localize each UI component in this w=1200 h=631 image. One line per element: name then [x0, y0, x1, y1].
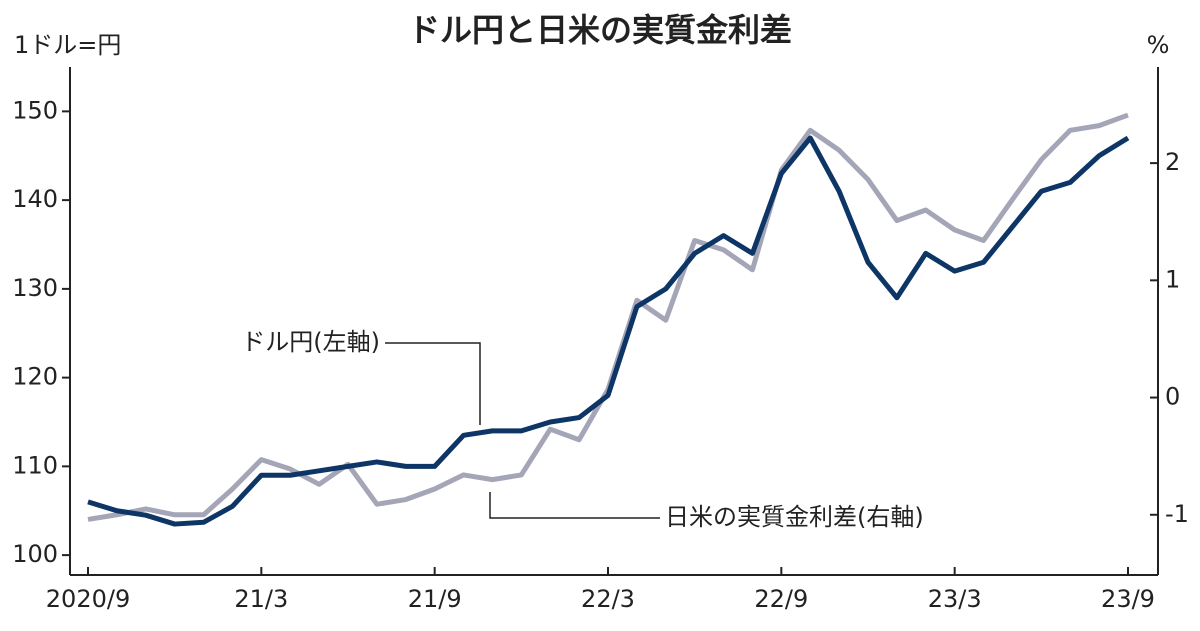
- chart-title: ドル円と日米の実質金利差: [408, 11, 792, 49]
- leader-line: [385, 342, 481, 425]
- y-tick-label: 130: [12, 274, 58, 302]
- y2-tick-label: 2: [1165, 148, 1180, 176]
- series-line: [87, 112, 1129, 522]
- x-tick-label: 21/9: [408, 585, 462, 613]
- series-annotation: ドル円(左軸): [241, 328, 380, 356]
- y2-axis-label: %: [1147, 31, 1170, 59]
- y-tick-label: 120: [12, 363, 58, 391]
- y-tick-label: 110: [12, 451, 58, 479]
- x-tick-label: 23/9: [1101, 585, 1155, 613]
- series-annotation: 日米の実質金利差(右軸): [665, 503, 924, 531]
- series-line: [87, 135, 1130, 527]
- y-tick-label: 150: [12, 96, 58, 124]
- y-tick-label: 100: [12, 540, 58, 568]
- y2-tick-label: -1: [1165, 500, 1189, 528]
- x-tick-label: 23/3: [928, 585, 982, 613]
- leader-line: [489, 492, 660, 519]
- x-tick-label: 22/3: [581, 585, 635, 613]
- y-tick-label: 140: [12, 185, 58, 213]
- y-axis-label: 1ドル=円: [14, 31, 121, 59]
- x-tick-label: 2020/9: [46, 585, 130, 613]
- y2-tick-label: 1: [1165, 265, 1180, 293]
- y2-tick-label: 0: [1165, 383, 1180, 411]
- x-tick-label: 22/9: [754, 585, 808, 613]
- x-tick-label: 21/3: [234, 585, 288, 613]
